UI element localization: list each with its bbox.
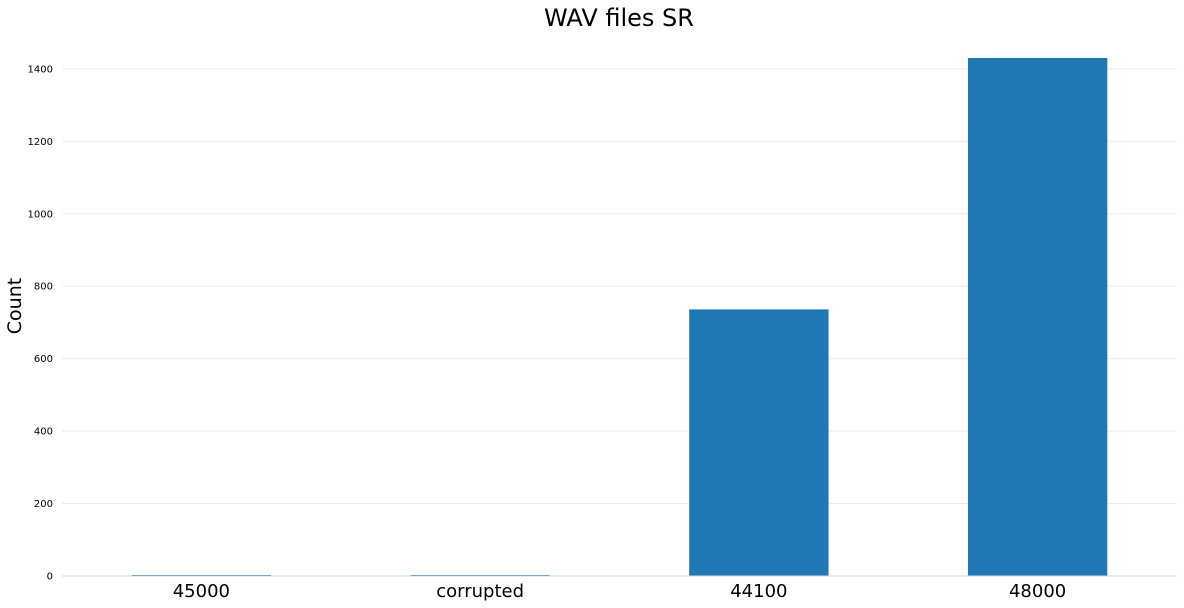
bar-44100: [689, 309, 829, 576]
y-tick-label: 1400: [28, 64, 53, 75]
y-tick-label: 0: [47, 572, 53, 583]
bars: [131, 58, 1108, 576]
x-tick-label: 44100: [730, 581, 787, 602]
x-tick-label: corrupted: [436, 581, 524, 602]
x-tick-label: 48000: [1009, 581, 1066, 602]
y-tick-label: 400: [34, 427, 53, 438]
gridlines: [62, 68, 1177, 505]
y-axis-ticks: 0 200 400 600 800 1000 1200 1400: [28, 64, 53, 582]
y-axis-label: Count: [4, 278, 26, 334]
bar-48000: [967, 58, 1108, 576]
y-tick-label: 1000: [28, 209, 53, 220]
y-tick-label: 800: [34, 282, 53, 293]
x-axis-ticks: 45000 corrupted 44100 48000: [173, 581, 1067, 602]
x-tick-label: 45000: [173, 581, 230, 602]
y-tick-label: 1200: [28, 137, 53, 148]
y-tick-label: 200: [34, 499, 53, 510]
chart-title: WAV files SR: [544, 4, 694, 32]
y-tick-label: 600: [34, 354, 53, 365]
